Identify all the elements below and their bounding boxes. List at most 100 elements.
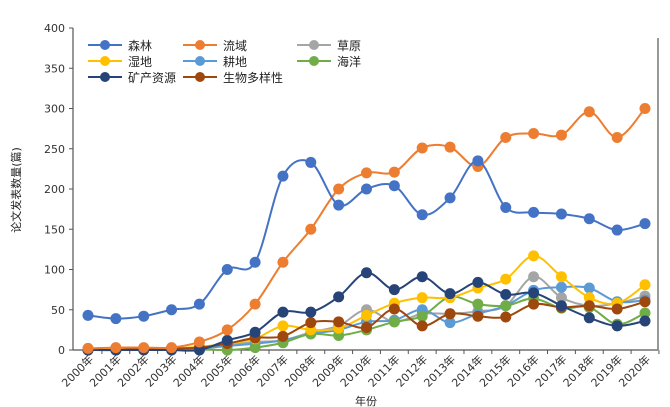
data-point — [611, 131, 623, 143]
data-point — [138, 310, 150, 322]
data-point — [555, 281, 567, 293]
y-tick-label: 300 — [44, 103, 65, 116]
legend-item: 耕地 — [183, 54, 247, 69]
legend-marker — [195, 40, 205, 50]
data-point — [528, 287, 540, 299]
data-point — [528, 298, 540, 310]
data-point — [555, 292, 567, 304]
data-point — [416, 271, 428, 283]
data-point — [472, 155, 484, 167]
data-point — [277, 170, 289, 182]
data-point — [500, 288, 512, 300]
data-point — [416, 292, 428, 304]
data-point — [583, 300, 595, 312]
data-point — [416, 310, 428, 322]
data-point — [193, 298, 205, 310]
legend-label: 生物多样性 — [223, 70, 283, 85]
y-tick-label: 150 — [44, 223, 65, 236]
data-point — [500, 202, 512, 214]
data-point — [472, 276, 484, 288]
data-point — [388, 166, 400, 178]
data-point — [472, 298, 484, 310]
data-point — [444, 141, 456, 153]
legend-label: 矿产资源 — [128, 71, 176, 85]
data-point — [583, 213, 595, 225]
legend-item: 生物多样性 — [183, 70, 283, 85]
x-axis-label: 年份 — [355, 394, 377, 407]
data-point — [305, 306, 317, 318]
legend-label: 流域 — [223, 39, 247, 53]
data-point — [472, 310, 484, 322]
data-point — [416, 320, 428, 332]
data-point — [611, 320, 623, 332]
data-point — [416, 209, 428, 221]
data-point — [639, 103, 651, 114]
data-point — [277, 306, 289, 318]
legend-item: 海洋 — [297, 54, 361, 69]
data-point — [583, 312, 595, 324]
data-point — [110, 313, 122, 325]
legend-marker — [195, 72, 205, 82]
data-point — [528, 127, 540, 139]
data-point — [639, 296, 651, 308]
data-point — [277, 320, 289, 332]
data-point — [333, 183, 345, 195]
data-point — [388, 284, 400, 296]
data-point — [221, 264, 233, 275]
data-point — [500, 131, 512, 143]
data-point — [221, 324, 233, 336]
data-point — [249, 256, 261, 268]
data-point — [193, 344, 205, 356]
legend-label: 海洋 — [337, 54, 361, 69]
data-point — [333, 291, 345, 303]
data-point — [82, 342, 94, 354]
data-point — [416, 142, 428, 154]
data-point — [388, 180, 400, 192]
data-point — [639, 218, 651, 230]
y-axis-label: 论文发表数量(篇) — [9, 147, 23, 233]
legend-item: 矿产资源 — [88, 71, 176, 85]
data-point — [528, 271, 540, 283]
y-tick-label: 50 — [51, 304, 65, 317]
data-point — [583, 282, 595, 294]
data-point — [361, 183, 372, 195]
data-point — [555, 208, 567, 220]
data-point — [361, 321, 372, 333]
data-point — [555, 300, 567, 312]
data-point — [361, 267, 372, 279]
data-point — [305, 317, 317, 329]
data-point — [277, 256, 289, 268]
data-point — [583, 106, 595, 118]
data-point — [333, 316, 345, 328]
legend-marker — [100, 40, 110, 50]
data-point — [528, 250, 540, 262]
data-point — [305, 223, 317, 235]
legend-marker — [309, 56, 319, 66]
legend-label: 耕地 — [223, 54, 247, 69]
data-point — [166, 304, 178, 316]
data-point — [138, 342, 150, 354]
data-point — [611, 224, 623, 236]
data-point — [583, 292, 595, 304]
legend-item: 流域 — [183, 39, 247, 53]
data-point — [444, 308, 456, 320]
data-point — [221, 334, 233, 346]
legend-label: 森林 — [128, 38, 152, 53]
series-流域 — [82, 103, 651, 354]
y-tick-label: 200 — [44, 183, 65, 196]
data-point — [639, 315, 651, 327]
data-point — [500, 311, 512, 323]
y-tick-label: 100 — [44, 264, 65, 277]
legend-item: 湿地 — [88, 54, 152, 69]
data-point — [639, 307, 651, 319]
data-point — [388, 303, 400, 315]
data-point — [193, 336, 205, 348]
data-point — [305, 156, 317, 168]
data-point — [333, 199, 345, 211]
y-tick-label: 350 — [44, 62, 65, 75]
data-point — [528, 206, 540, 218]
data-point — [110, 342, 122, 354]
legend-marker — [100, 72, 110, 82]
legend-marker — [309, 40, 319, 50]
